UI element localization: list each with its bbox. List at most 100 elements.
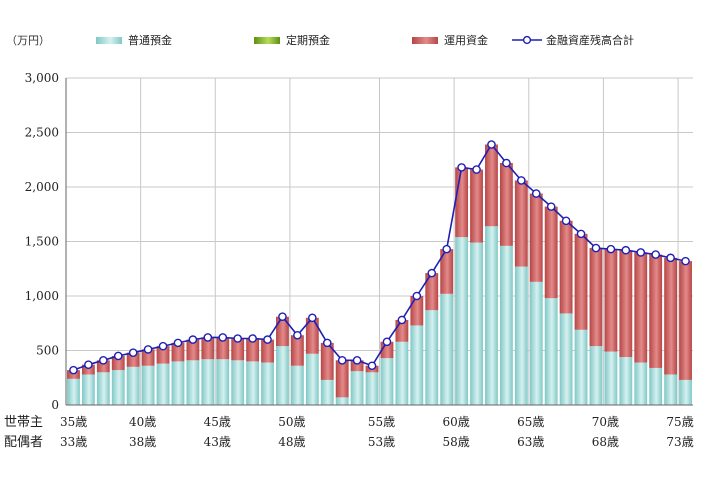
bar-普通預金 — [246, 361, 260, 405]
total-point — [561, 216, 571, 226]
total-point — [278, 312, 287, 322]
spouse-age-label: 43歳 — [204, 435, 231, 449]
spouse-age-label: 73歳 — [666, 435, 693, 449]
bar-運用資金 — [455, 167, 469, 238]
bar-普通預金 — [96, 372, 110, 405]
spouse-age-label: 38歳 — [129, 435, 156, 449]
head-age-label: 40歳 — [129, 415, 156, 429]
total-point — [591, 243, 601, 253]
head-age-label: 55歳 — [368, 415, 395, 429]
bar-普通預金 — [365, 372, 379, 405]
bar-普通預金 — [440, 293, 454, 405]
bar-運用資金 — [126, 352, 140, 367]
bar-運用資金 — [664, 257, 678, 375]
bar-普通預金 — [156, 363, 170, 405]
bar-運用資金 — [335, 360, 349, 398]
spouse-age-label: 63歳 — [517, 435, 544, 449]
total-point — [322, 338, 332, 348]
spouse-age-label: 33歳 — [60, 435, 87, 449]
bar-運用資金 — [559, 220, 573, 314]
bar-運用資金 — [649, 254, 663, 368]
bar-普通預金 — [425, 310, 439, 405]
total-point — [397, 315, 407, 325]
total-point — [99, 356, 108, 365]
bar-普通預金 — [171, 361, 185, 405]
total-point — [143, 345, 153, 354]
bar-普通預金 — [649, 367, 663, 405]
total-point — [606, 244, 616, 254]
bar-普通預金 — [485, 226, 498, 405]
bar-普通預金 — [410, 325, 424, 405]
total-point — [517, 176, 526, 185]
bar-運用資金 — [156, 346, 170, 364]
total-point — [502, 158, 511, 168]
bar-運用資金 — [514, 180, 528, 267]
total-point — [472, 165, 481, 174]
total-point — [337, 356, 347, 365]
head-age-label: 65歳 — [517, 415, 544, 429]
bar-運用資金 — [111, 355, 125, 371]
bar-運用資金 — [574, 233, 588, 330]
y-unit-label: （万円） — [6, 34, 50, 47]
bar-運用資金 — [81, 364, 95, 375]
bar-普通預金 — [529, 281, 543, 405]
bar-普通預金 — [634, 362, 648, 405]
legend-label: 運用資金 — [444, 33, 488, 47]
bar-運用資金 — [499, 163, 513, 246]
bar-普通預金 — [141, 365, 155, 405]
y-tick-label: 0 — [51, 398, 59, 412]
spouse-age-label: 58歳 — [443, 435, 470, 449]
bar-普通預金 — [216, 359, 230, 405]
bar-運用資金 — [410, 296, 424, 326]
spouse-age-label: 53歳 — [368, 435, 395, 449]
bar-運用資金 — [201, 337, 215, 360]
bar-普通預金 — [679, 379, 692, 405]
bar-運用資金 — [320, 342, 334, 380]
bar-運用資金 — [350, 360, 364, 372]
bar-運用資金 — [604, 249, 618, 352]
bar-普通預金 — [290, 365, 304, 405]
total-point — [427, 268, 437, 278]
bar-普通預金 — [111, 370, 125, 405]
bar-運用資金 — [470, 169, 483, 243]
bar-運用資金 — [216, 337, 230, 360]
row-label-spouse: 配偶者 — [4, 435, 43, 450]
bar-運用資金 — [186, 339, 200, 361]
y-tick-label: 2,000 — [25, 180, 59, 194]
bar-運用資金 — [276, 316, 289, 347]
y-tick-label: 2,500 — [25, 126, 59, 140]
bar-普通預金 — [81, 374, 95, 405]
total-point — [69, 365, 78, 375]
total-point — [621, 245, 631, 255]
total-line-series — [69, 140, 690, 375]
total-point — [158, 341, 168, 351]
total-point — [128, 348, 138, 357]
bar-普通預金 — [619, 357, 633, 405]
total-point — [84, 360, 93, 369]
bar-普通預金 — [544, 298, 558, 405]
legend-swatch — [254, 37, 280, 44]
bar-運用資金 — [231, 338, 245, 361]
bar-普通預金 — [305, 353, 319, 405]
bar-運用資金 — [246, 338, 260, 362]
bar-普通預金 — [559, 313, 573, 405]
total-point — [412, 291, 422, 301]
total-point — [681, 256, 690, 266]
bar-運用資金 — [440, 249, 454, 294]
y-tick-label: 1,500 — [25, 235, 59, 249]
head-age-label: 70歳 — [592, 415, 619, 429]
legend-label: 定期預金 — [286, 33, 330, 47]
legend-label: 金融資産残高合計 — [546, 33, 634, 47]
total-point — [203, 333, 213, 342]
bar-普通預金 — [201, 359, 215, 405]
total-point — [263, 335, 272, 344]
total-point — [248, 334, 257, 343]
total-point — [367, 361, 377, 371]
total-point — [487, 140, 496, 149]
total-point — [442, 244, 451, 254]
legend-marker — [522, 35, 532, 45]
head-age-label: 50歳 — [278, 415, 305, 429]
bar-普通預金 — [514, 266, 528, 405]
bar-普通預金 — [589, 346, 603, 405]
